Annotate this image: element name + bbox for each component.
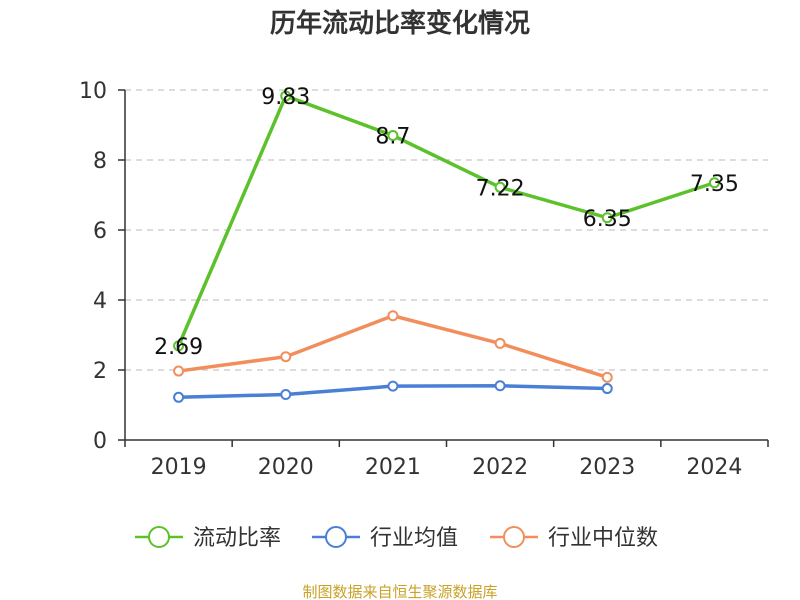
data-point[interactable] <box>387 310 399 322</box>
data-label: 6.35 <box>583 207 632 232</box>
data-label: 8.7 <box>375 125 410 150</box>
series-line-2 <box>176 314 609 380</box>
legend-item[interactable]: 行业中位数 <box>490 526 658 551</box>
data-point[interactable] <box>494 380 506 392</box>
x-tick-label: 2024 <box>686 455 742 480</box>
y-tick-label: 2 <box>93 359 107 384</box>
data-point[interactable] <box>173 391 185 403</box>
chart-title: 历年流动比率变化情况 <box>270 8 530 39</box>
data-label: 2.69 <box>154 335 203 360</box>
y-tick-label: 0 <box>93 429 107 454</box>
x-tick-label: 2021 <box>365 455 421 480</box>
series-layer <box>173 90 720 403</box>
axis-layer: 0 2 4 6 8 10 2019 2020 2021 2022 2023 2024 <box>79 79 769 480</box>
legend-marker <box>325 526 347 548</box>
data-label: 7.22 <box>476 176 525 201</box>
legend-item[interactable]: 行业均值 <box>312 526 458 551</box>
data-point[interactable] <box>601 383 613 395</box>
data-point[interactable] <box>601 371 613 383</box>
x-tick-label: 2023 <box>579 455 635 480</box>
legend[interactable]: 流动比率 行业均值 行业中位数 <box>135 526 658 551</box>
data-point[interactable] <box>280 351 292 363</box>
data-label: 7.35 <box>690 172 739 197</box>
data-point[interactable] <box>387 380 399 392</box>
source-note: 制图数据来自恒生聚源数据库 <box>302 583 497 600</box>
series-line-0 <box>176 94 717 348</box>
legend-label: 流动比率 <box>193 526 281 551</box>
y-tick-label: 10 <box>79 79 107 104</box>
data-point[interactable] <box>173 365 185 377</box>
x-tick-label: 2019 <box>151 455 207 480</box>
legend-item[interactable]: 流动比率 <box>135 526 281 551</box>
x-tick-label: 2022 <box>472 455 528 480</box>
legend-label: 行业中位数 <box>548 526 658 551</box>
data-label-layer: 2.69 9.83 8.7 7.22 6.35 7.35 <box>154 85 739 360</box>
legend-marker <box>148 526 170 548</box>
y-tick-label: 6 <box>93 219 107 244</box>
data-point[interactable] <box>387 130 399 141</box>
data-point[interactable] <box>280 90 292 102</box>
data-point[interactable] <box>708 177 720 189</box>
y-tick-label: 8 <box>93 149 107 174</box>
data-point[interactable] <box>173 340 185 352</box>
data-point[interactable] <box>494 181 506 193</box>
x-tick-label: 2020 <box>258 455 314 480</box>
data-label: 9.83 <box>261 85 310 110</box>
legend-marker <box>503 526 525 548</box>
y-tick-label: 4 <box>93 289 107 314</box>
data-point[interactable] <box>601 212 613 224</box>
legend-label: 行业均值 <box>370 526 458 551</box>
data-point[interactable] <box>280 389 292 400</box>
data-point[interactable] <box>494 337 506 349</box>
